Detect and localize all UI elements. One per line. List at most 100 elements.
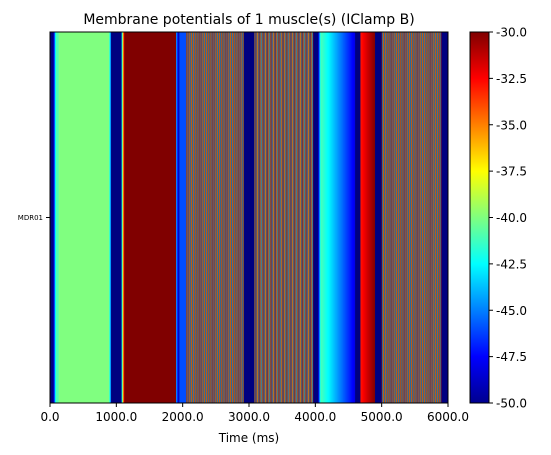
heat-cell bbox=[179, 32, 187, 403]
x-tick-label: 1000.0 bbox=[95, 410, 137, 424]
heat-cell bbox=[336, 32, 339, 403]
heat-cell bbox=[123, 32, 125, 403]
heat-cell bbox=[340, 32, 343, 403]
heat-cell bbox=[347, 32, 349, 403]
heat-cell bbox=[366, 32, 368, 403]
segment-2 bbox=[55, 32, 60, 403]
colorbar-tick-label: -47.5 bbox=[496, 350, 527, 364]
heat-cell bbox=[122, 32, 124, 403]
segment-8 bbox=[176, 32, 180, 403]
heat-cell bbox=[350, 32, 352, 403]
heat-cell bbox=[320, 32, 323, 403]
segment-7 bbox=[124, 32, 177, 403]
segment-13 bbox=[313, 32, 319, 403]
heat-cell bbox=[121, 32, 123, 403]
segment-3 bbox=[58, 32, 110, 403]
heat-cell bbox=[329, 32, 332, 403]
colorbar-tick-label: -37.5 bbox=[496, 165, 527, 179]
x-tick-label: 6000.0 bbox=[427, 410, 469, 424]
segment-16 bbox=[355, 32, 361, 403]
heat-cell bbox=[319, 32, 322, 403]
colorbar-tick-label: -50.0 bbox=[496, 397, 527, 411]
colorbar-tick-label: -40.0 bbox=[496, 211, 527, 225]
heat-cell bbox=[243, 32, 255, 403]
heat-cell bbox=[327, 32, 330, 403]
heat-cell bbox=[176, 32, 178, 403]
heat-cell bbox=[55, 32, 57, 403]
heat-cell bbox=[111, 32, 123, 403]
segment-10 bbox=[185, 32, 244, 403]
heat-cell bbox=[58, 32, 110, 403]
segment-15 bbox=[320, 32, 356, 403]
x-tick-label: 0.0 bbox=[40, 410, 59, 424]
heat-cell bbox=[326, 32, 329, 403]
x-tick-label: 2000.0 bbox=[162, 410, 204, 424]
heat-cell bbox=[339, 32, 342, 403]
heat-cell bbox=[355, 32, 361, 403]
heat-cell bbox=[441, 32, 449, 403]
heat-cell bbox=[318, 32, 321, 403]
y-axis: MDR01 bbox=[18, 214, 50, 222]
heat-cell bbox=[373, 32, 375, 403]
heat-cell bbox=[367, 32, 369, 403]
heat-cell bbox=[330, 32, 333, 403]
heat-cell bbox=[53, 32, 55, 403]
heat-cell bbox=[322, 32, 325, 403]
heat-cell bbox=[321, 32, 324, 403]
heat-cell bbox=[323, 32, 326, 403]
heat-cell bbox=[332, 32, 335, 403]
heat-cell bbox=[353, 32, 355, 403]
heat-cell bbox=[360, 32, 362, 403]
heat-cell bbox=[331, 32, 334, 403]
segment-1 bbox=[53, 32, 57, 403]
heat-cell bbox=[341, 32, 344, 403]
heat-cell bbox=[54, 32, 56, 403]
heat-cell bbox=[324, 32, 327, 403]
x-axis-label: Time (ms) bbox=[218, 431, 280, 445]
heat-cell bbox=[50, 32, 54, 403]
heat-cell bbox=[346, 32, 348, 403]
segment-11 bbox=[243, 32, 255, 403]
heat-cell bbox=[370, 32, 372, 403]
colorbar: -30.0 -32.5 -35.0 -37.5 -40.0 -42.5 -45.0 -47.5… bbox=[469, 26, 527, 411]
heat-cell bbox=[334, 32, 337, 403]
heat-cell bbox=[354, 32, 356, 403]
x-tick-label: 3000.0 bbox=[228, 410, 270, 424]
segment-6 bbox=[121, 32, 125, 403]
heat-cell bbox=[372, 32, 374, 403]
segment-20 bbox=[441, 32, 449, 403]
heat-cell bbox=[363, 32, 365, 403]
heat-cell bbox=[369, 32, 371, 403]
colorbar-tick-label: -42.5 bbox=[496, 257, 527, 271]
heat-cell bbox=[337, 32, 340, 403]
heat-cell bbox=[344, 32, 347, 403]
heat-cell bbox=[371, 32, 373, 403]
heat-cell bbox=[338, 32, 341, 403]
heat-cell bbox=[328, 32, 331, 403]
heat-cell bbox=[333, 32, 336, 403]
voltage-strips bbox=[50, 32, 449, 403]
heat-cell bbox=[110, 32, 112, 403]
heat-cell bbox=[313, 32, 319, 403]
heat-cell bbox=[342, 32, 345, 403]
segment-0 bbox=[50, 32, 54, 403]
segment-19 bbox=[381, 32, 442, 403]
colorbar-tick-label: -30.0 bbox=[496, 26, 527, 40]
segment-14 bbox=[317, 32, 322, 403]
heat-cell bbox=[178, 32, 180, 403]
heat-cell bbox=[351, 32, 353, 403]
heat-cell bbox=[335, 32, 338, 403]
heat-cell bbox=[317, 32, 320, 403]
heat-cell bbox=[55, 32, 60, 403]
segment-12 bbox=[254, 32, 314, 403]
heat-cell bbox=[364, 32, 366, 403]
segment-18 bbox=[375, 32, 383, 403]
heat-cell bbox=[365, 32, 367, 403]
x-tick-label: 5000.0 bbox=[361, 410, 403, 424]
heat-cell bbox=[349, 32, 351, 403]
segment-5 bbox=[111, 32, 123, 403]
heat-cell bbox=[124, 32, 177, 403]
heat-cell bbox=[109, 32, 111, 403]
heat-cell bbox=[374, 32, 376, 403]
